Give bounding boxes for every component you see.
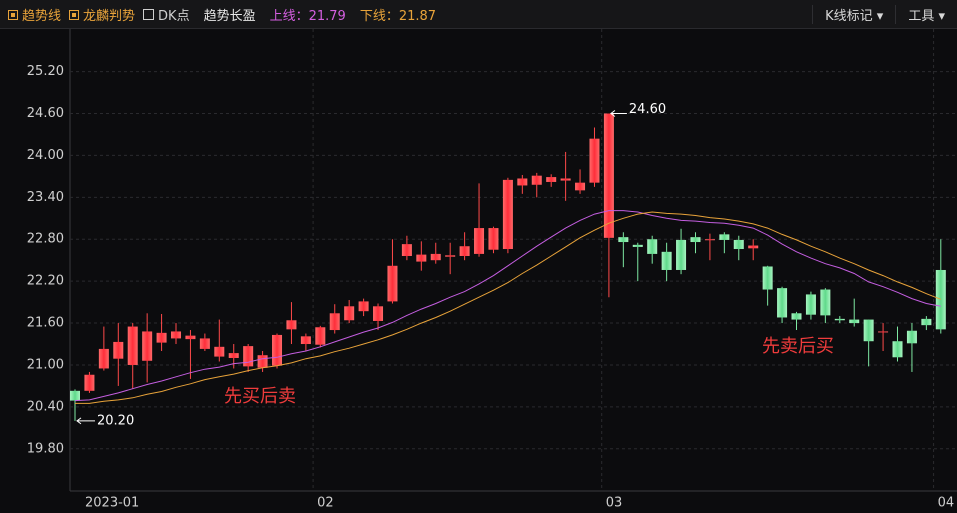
y-tick-label: 21.00 <box>27 357 64 372</box>
candle-body <box>820 289 831 316</box>
candle-body <box>286 320 297 330</box>
average-line <box>75 211 941 404</box>
indicator-label: 龙麟判势 <box>83 8 136 24</box>
candle-body <box>459 246 470 257</box>
y-tick-label: 21.60 <box>27 316 64 331</box>
y-tick-label: 24.60 <box>27 106 64 121</box>
candle-body <box>690 237 701 243</box>
candle-body <box>560 178 571 181</box>
y-tick-label: 24.00 <box>27 148 64 163</box>
annotation: 先买后卖 <box>224 386 296 407</box>
toolbar: 趋势线 龙麟判势 DK点 趋势长盈 上线：21.79 下线：21.87 K线标记… <box>0 0 957 29</box>
y-tick-label: 25.20 <box>27 64 64 79</box>
candle-body <box>618 237 629 243</box>
button-label: 工具 <box>908 8 935 24</box>
x-tick-label: 03 <box>606 496 623 511</box>
candle-body <box>84 374 95 391</box>
candle-body <box>676 239 687 270</box>
upper-line: 上线：21.79 <box>269 8 346 24</box>
y-tick-label: 23.40 <box>27 190 64 205</box>
candle-body <box>834 318 845 321</box>
kline-mark-button[interactable]: K线标记 ▾ <box>812 4 895 24</box>
x-tick-label: 04 <box>938 496 955 511</box>
candle-body <box>546 177 557 182</box>
tools-button[interactable]: 工具 ▾ <box>895 4 957 24</box>
indicator-label: 趋势线 <box>22 8 62 24</box>
y-tick-label: 20.40 <box>27 399 64 414</box>
candle-body <box>228 353 239 358</box>
candle-body <box>878 331 889 333</box>
candle-body <box>387 265 398 302</box>
candle-body <box>863 319 874 342</box>
candle-body <box>733 239 744 250</box>
candle-body <box>474 228 485 254</box>
candle-body <box>906 330 917 344</box>
candle-body <box>748 245 759 249</box>
candle-body <box>214 346 225 357</box>
candle-body <box>704 239 715 241</box>
candle-body <box>199 338 210 349</box>
min-label: 20.20 <box>97 413 134 428</box>
candle-body <box>300 336 311 345</box>
candle-body <box>892 341 903 358</box>
candle-body <box>762 266 773 290</box>
candle-body <box>329 313 340 331</box>
y-tick-label: 19.80 <box>27 441 64 456</box>
candle-body <box>98 348 109 369</box>
x-tick-label: 02 <box>317 496 334 511</box>
y-tick-label: 22.80 <box>27 232 64 247</box>
candle-body <box>358 301 369 312</box>
candle-body <box>156 332 167 343</box>
candle-body <box>517 178 528 186</box>
candle-body <box>935 269 946 330</box>
indicator-title: 趋势长盈 <box>203 8 256 24</box>
candle-body <box>661 251 672 270</box>
candle-body <box>488 228 499 250</box>
candle-body <box>531 175 542 185</box>
arrow <box>76 417 95 425</box>
indicator[interactable]: 趋势线 <box>8 5 61 24</box>
candle-body <box>272 334 283 366</box>
dk-toggle[interactable]: DK点 <box>143 5 190 24</box>
candle-body <box>719 234 730 240</box>
candle-body <box>589 138 600 183</box>
candle-body <box>344 306 355 321</box>
candle-body <box>647 239 658 254</box>
candle-body <box>445 255 456 257</box>
candle-body <box>70 390 80 401</box>
candle-body <box>632 244 643 247</box>
candle-body <box>575 182 586 191</box>
candle-body <box>373 306 384 321</box>
candle-body <box>603 113 614 238</box>
annotation: 先卖后买 <box>762 336 834 357</box>
candle-body <box>849 319 860 324</box>
candle-body <box>791 313 802 320</box>
candle-body <box>416 254 427 262</box>
candle-body <box>113 341 124 359</box>
lower-line: 下线：21.87 <box>359 8 437 24</box>
candle-body <box>257 355 268 368</box>
indicator[interactable]: 龙麟判势 <box>69 5 135 24</box>
button-label: K线标记 <box>825 8 873 24</box>
candle-body <box>401 244 412 257</box>
candle-body <box>315 327 326 345</box>
candle-body <box>777 288 788 318</box>
candle-body <box>502 179 513 250</box>
candle-body <box>185 335 196 340</box>
arrow <box>610 110 627 117</box>
candle-body <box>243 346 254 367</box>
max-label: 24.60 <box>629 102 666 117</box>
y-tick-label: 22.20 <box>27 274 64 289</box>
x-tick-label: 2023-01 <box>85 496 139 511</box>
candle-body <box>430 253 441 261</box>
candle-body <box>171 331 182 339</box>
dk-label: DK点 <box>158 8 190 24</box>
candle-body <box>921 318 932 326</box>
candle-body <box>805 294 816 315</box>
average-line <box>74 210 941 402</box>
candle-body <box>142 331 153 361</box>
candle-body <box>127 326 138 365</box>
